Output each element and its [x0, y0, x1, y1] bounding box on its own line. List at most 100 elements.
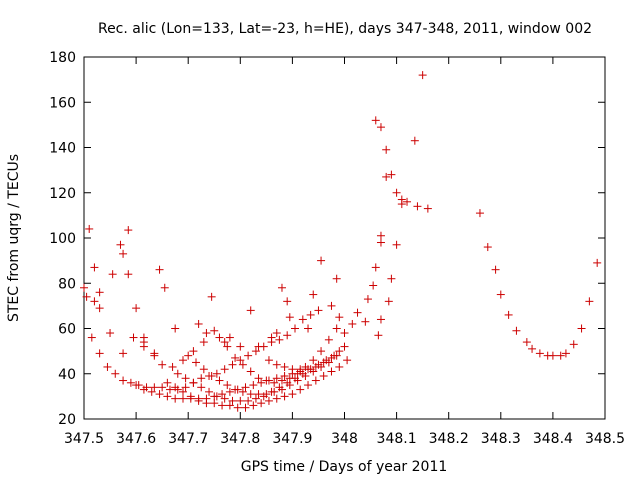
- y-tick-label: 120: [49, 186, 76, 202]
- data-point: [223, 381, 232, 390]
- data-point: [194, 396, 203, 405]
- data-point: [178, 387, 187, 396]
- data-point: [223, 342, 232, 351]
- data-point: [353, 308, 362, 317]
- data-point: [85, 224, 94, 233]
- data-point: [382, 172, 391, 181]
- data-point: [332, 274, 341, 283]
- data-point: [272, 394, 281, 403]
- data-point: [95, 349, 104, 358]
- data-point: [291, 324, 300, 333]
- data-point: [168, 362, 177, 371]
- y-axis-label: STEC from uqrg / TECUs: [6, 154, 22, 322]
- data-point: [277, 385, 286, 394]
- data-point: [504, 310, 513, 319]
- data-point: [293, 369, 302, 378]
- x-tick-label: 347.7: [168, 431, 208, 447]
- data-point: [270, 387, 279, 396]
- data-point: [207, 372, 216, 381]
- y-tick-label: 100: [49, 231, 76, 247]
- data-point: [80, 283, 88, 292]
- data-point: [225, 387, 234, 396]
- data-point: [577, 324, 586, 333]
- data-point: [298, 315, 307, 324]
- data-point: [335, 347, 344, 356]
- data-point: [103, 362, 112, 371]
- data-point: [280, 362, 289, 371]
- data-point: [403, 197, 412, 206]
- data-point: [275, 335, 284, 344]
- data-point: [95, 304, 104, 313]
- data-point: [371, 263, 380, 272]
- data-point: [210, 399, 219, 408]
- data-point: [332, 351, 341, 360]
- data-point: [512, 326, 521, 335]
- data-point: [392, 240, 401, 249]
- x-tick-label: 348.5: [585, 431, 625, 447]
- data-point: [257, 378, 266, 387]
- data-point: [163, 378, 172, 387]
- x-tick-label: 348: [331, 431, 358, 447]
- data-point: [296, 385, 305, 394]
- data-point: [483, 243, 492, 252]
- data-point: [244, 396, 253, 405]
- data-point: [309, 290, 318, 299]
- data-point: [178, 394, 187, 403]
- data-point: [491, 265, 500, 274]
- data-point: [95, 288, 104, 297]
- data-point: [324, 358, 333, 367]
- data-point: [111, 369, 120, 378]
- chart-title: Rec. alic (Lon=133, Lat=-23, h=HE), days…: [98, 21, 592, 37]
- data-point: [150, 351, 159, 360]
- data-point: [277, 283, 286, 292]
- data-point: [301, 362, 310, 371]
- data-point: [272, 374, 281, 383]
- data-point: [285, 313, 294, 322]
- data-point: [288, 365, 297, 374]
- data-point: [246, 306, 255, 315]
- data-point: [244, 351, 253, 360]
- data-point: [535, 349, 544, 358]
- data-point: [246, 367, 255, 376]
- data-point: [301, 372, 310, 381]
- data-point: [231, 353, 240, 362]
- data-point: [324, 335, 333, 344]
- data-point: [132, 381, 141, 390]
- data-point: [249, 381, 258, 390]
- data-point: [319, 372, 328, 381]
- data-point: [257, 399, 266, 408]
- data-point: [335, 313, 344, 322]
- data-point: [249, 401, 258, 410]
- data-point: [184, 351, 193, 360]
- data-point: [272, 329, 281, 338]
- data-point: [285, 381, 294, 390]
- data-point: [158, 360, 167, 369]
- data-point: [165, 385, 174, 394]
- data-point: [106, 329, 115, 338]
- data-point: [277, 376, 286, 385]
- data-point: [155, 265, 164, 274]
- data-point: [225, 333, 234, 342]
- data-point: [548, 351, 557, 360]
- data-point: [413, 202, 422, 211]
- y-axis: 20 40 60 80 100 120 140 160 180: [49, 50, 605, 428]
- data-point: [197, 383, 206, 392]
- data-point: [475, 209, 484, 218]
- data-point: [280, 392, 289, 401]
- data-point: [171, 394, 180, 403]
- data-point: [262, 390, 271, 399]
- data-point: [410, 136, 419, 145]
- data-point: [181, 383, 190, 392]
- data-point: [231, 385, 240, 394]
- data-point: [90, 297, 99, 306]
- y-tick-label: 140: [49, 141, 76, 157]
- data-point: [163, 392, 172, 401]
- data-point: [218, 401, 227, 410]
- data-point: [212, 369, 221, 378]
- data-point: [189, 378, 198, 387]
- data-point: [90, 263, 99, 272]
- data-point: [293, 376, 302, 385]
- data-point: [371, 116, 380, 125]
- data-point: [374, 331, 383, 340]
